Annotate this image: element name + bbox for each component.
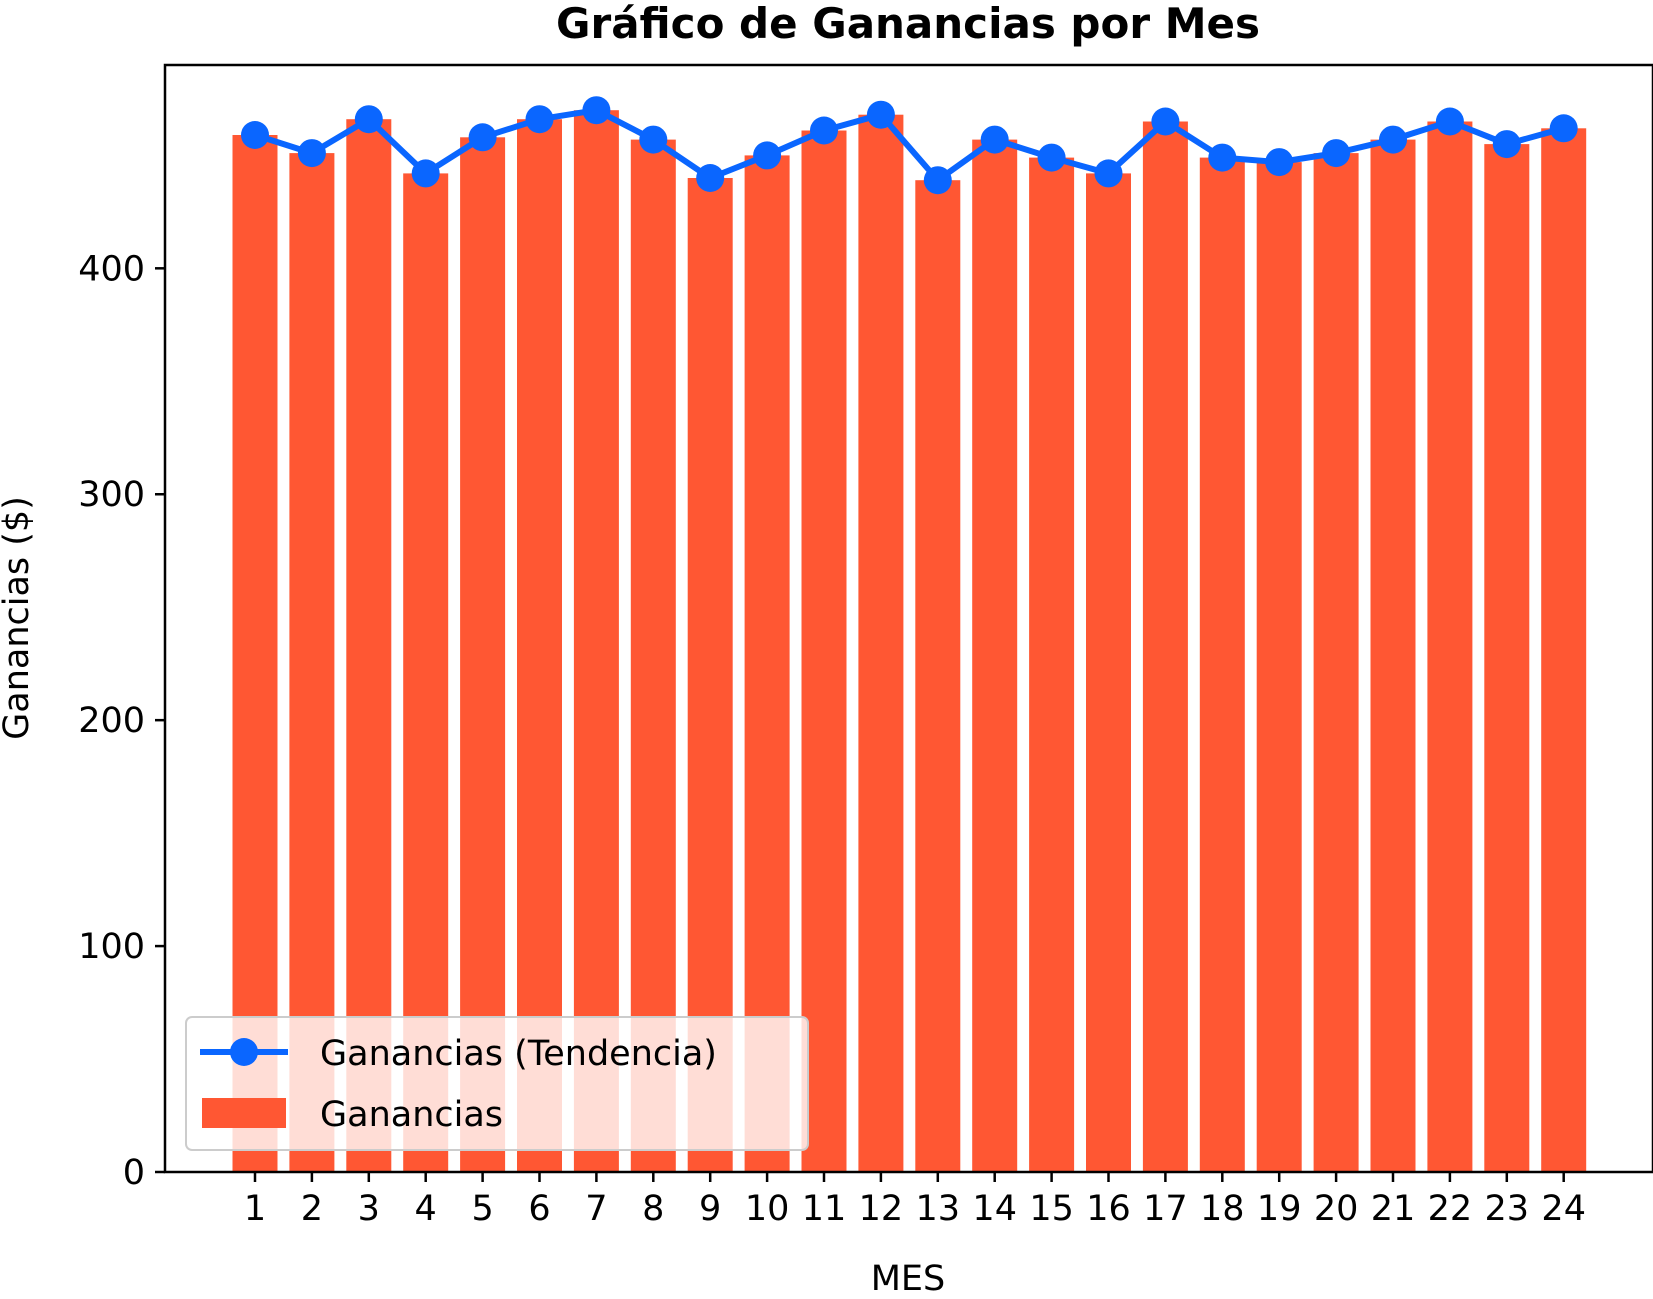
y-tick-label: 400 xyxy=(78,249,145,289)
trend-point-11 xyxy=(810,116,838,145)
x-tick-label: 9 xyxy=(699,1189,721,1229)
x-tick-label: 12 xyxy=(859,1189,904,1229)
trend-point-24 xyxy=(1549,114,1578,143)
x-tick-label: 14 xyxy=(972,1189,1017,1229)
trend-point-14 xyxy=(980,125,1009,154)
bar-3 xyxy=(346,119,392,1173)
x-tick-label: 13 xyxy=(916,1189,961,1229)
trend-point-3 xyxy=(354,105,383,134)
bars-layer xyxy=(232,110,1587,1173)
trend-point-17 xyxy=(1151,107,1180,136)
x-tick-label: 5 xyxy=(471,1189,493,1229)
legend-line-marker xyxy=(230,1038,258,1066)
x-tick-label: 20 xyxy=(1314,1189,1359,1229)
x-tick-label: 6 xyxy=(528,1189,550,1229)
legend-label-bars: Ganancias xyxy=(320,1095,503,1135)
x-tick-label: 24 xyxy=(1541,1189,1586,1229)
bar-2 xyxy=(289,153,335,1173)
trend-point-9 xyxy=(696,164,725,192)
bar-6 xyxy=(517,119,562,1173)
trend-point-20 xyxy=(1322,139,1351,168)
trend-point-4 xyxy=(411,159,440,188)
bar-8 xyxy=(630,139,676,1173)
x-tick-label: 21 xyxy=(1371,1189,1416,1229)
legend: Ganancias (Tendencia) Ganancias xyxy=(185,1016,809,1151)
bar-1 xyxy=(232,135,278,1172)
trend-point-6 xyxy=(525,105,554,134)
y-tick-label: 200 xyxy=(78,701,145,741)
x-tick-label: 11 xyxy=(802,1189,847,1229)
y-tick-label: 0 xyxy=(123,1153,145,1193)
x-tick-label: 10 xyxy=(745,1189,790,1229)
x-tick-label: 3 xyxy=(358,1189,380,1229)
bar-11 xyxy=(801,130,847,1172)
bar-9 xyxy=(687,178,733,1172)
x-tick-label: 22 xyxy=(1428,1189,1473,1229)
legend-label-trend: Ganancias (Tendencia) xyxy=(320,1034,717,1074)
bar-17 xyxy=(1142,121,1188,1172)
x-tick-label: 15 xyxy=(1029,1189,1074,1229)
x-tick-label: 23 xyxy=(1485,1189,1530,1229)
bar-10 xyxy=(744,155,790,1172)
y-tick-label: 300 xyxy=(78,475,145,515)
x-tick-label: 8 xyxy=(642,1189,664,1229)
trend-point-16 xyxy=(1094,159,1123,188)
legend-box xyxy=(185,1016,809,1151)
bar-4 xyxy=(403,173,449,1172)
x-tick-label: 1 xyxy=(244,1189,266,1229)
trend-point-21 xyxy=(1379,125,1407,154)
y-axis-label: Ganancias ($) xyxy=(0,496,37,740)
trend-point-10 xyxy=(753,141,782,170)
trend-point-18 xyxy=(1208,143,1237,172)
plot-frame xyxy=(163,63,1653,1174)
bar-13 xyxy=(915,180,961,1172)
legend-bar-swatch xyxy=(202,1098,286,1128)
trend-point-23 xyxy=(1492,130,1521,159)
bar-7 xyxy=(573,110,619,1173)
chart-title: Gráfico de Ganancias por Mes xyxy=(556,0,1260,48)
bar-18 xyxy=(1199,157,1245,1173)
bar-23 xyxy=(1484,144,1530,1173)
y-axis: 0 100 200 300 400 xyxy=(78,249,165,1193)
x-axis-label: MES xyxy=(871,1259,946,1299)
trend-point-8 xyxy=(639,125,668,154)
x-tick-label: 2 xyxy=(301,1189,323,1229)
trend-point-13 xyxy=(923,166,952,195)
x-tick-label: 19 xyxy=(1257,1189,1302,1229)
trend-point-15 xyxy=(1037,143,1066,172)
trend-point-2 xyxy=(297,139,326,168)
bar-12 xyxy=(858,114,904,1173)
x-tick-label: 16 xyxy=(1086,1189,1131,1229)
trend-point-1 xyxy=(241,121,269,149)
trend-point-12 xyxy=(866,100,895,129)
trend-line-layer xyxy=(241,96,1578,195)
x-tick-label: 18 xyxy=(1200,1189,1245,1229)
trend-point-22 xyxy=(1435,107,1464,136)
trend-point-5 xyxy=(468,123,497,152)
bar-5 xyxy=(460,137,506,1172)
bar-22 xyxy=(1427,121,1473,1172)
bar-14 xyxy=(972,139,1018,1173)
bar-19 xyxy=(1256,162,1302,1173)
x-tick-label: 17 xyxy=(1143,1189,1188,1229)
bar-16 xyxy=(1086,173,1131,1172)
x-tick-label: 4 xyxy=(415,1189,437,1229)
y-tick-label: 100 xyxy=(78,927,145,967)
x-axis: 1 2 3 4 5 6 7 8 9 10 11 12 13 14 15 16 17 18 19 20 21 22 23 24 xyxy=(244,1172,1586,1229)
bar-24 xyxy=(1541,128,1587,1172)
x-tick-label: 7 xyxy=(585,1189,607,1229)
bar-20 xyxy=(1313,153,1359,1173)
bar-21 xyxy=(1370,139,1416,1173)
trend-point-19 xyxy=(1265,148,1294,177)
trend-point-7 xyxy=(582,96,611,125)
bar-15 xyxy=(1029,157,1075,1173)
